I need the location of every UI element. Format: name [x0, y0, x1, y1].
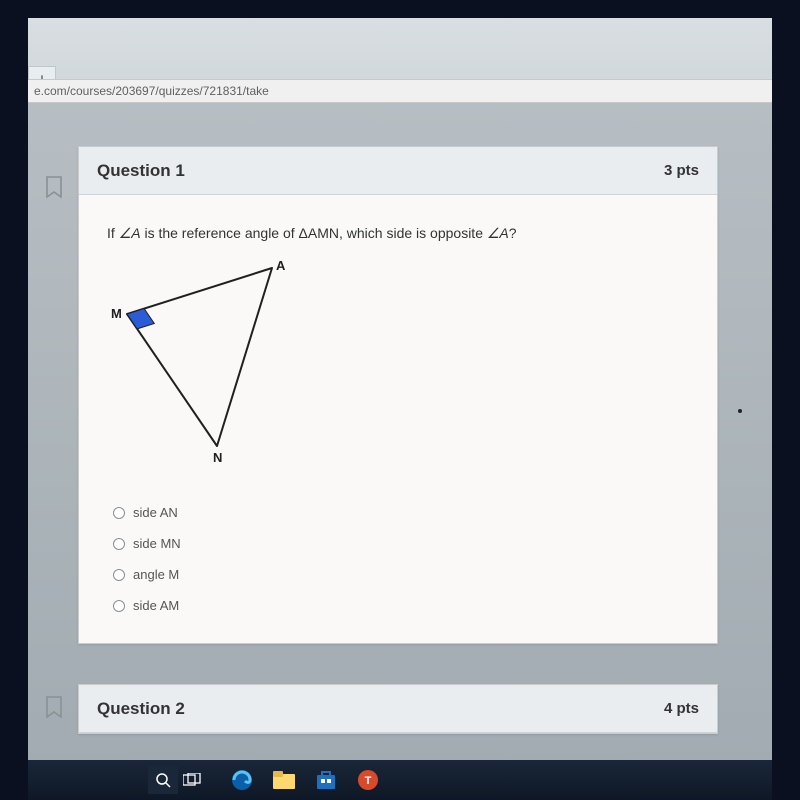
monitor-bezel: + e.com/courses/203697/quizzes/721831/ta…	[0, 0, 800, 800]
radio-icon[interactable]	[113, 507, 125, 519]
answer-option[interactable]: angle M	[113, 559, 689, 590]
url-bar[interactable]: e.com/courses/203697/quizzes/721831/take	[28, 79, 772, 103]
triangle-figure: A M N	[107, 256, 689, 471]
option-label: side MN	[133, 536, 181, 551]
question-card-1: Question 1 3 pts If ∠A is the reference …	[78, 146, 718, 644]
question-points: 4 pts	[664, 700, 699, 717]
radio-icon[interactable]	[113, 600, 125, 612]
svg-text:M: M	[111, 306, 122, 321]
edge-icon[interactable]	[228, 766, 256, 794]
question-title: Question 1	[97, 161, 185, 181]
answer-option[interactable]: side AM	[113, 590, 689, 621]
radio-icon[interactable]	[113, 538, 125, 550]
question-header: Question 1 3 pts	[79, 147, 717, 195]
app-icon[interactable]: T	[354, 766, 382, 794]
prompt-angle1: ∠A	[119, 225, 141, 241]
answer-option[interactable]: side AN	[113, 497, 689, 528]
option-label: angle M	[133, 567, 179, 582]
page-content: Question 1 3 pts If ∠A is the reference …	[28, 103, 772, 734]
search-icon[interactable]	[148, 766, 178, 794]
store-icon[interactable]	[312, 766, 340, 794]
question-body: If ∠A is the reference angle of ΔAMN, wh…	[79, 195, 717, 643]
triangle-svg: A M N	[107, 256, 307, 466]
screen-area: + e.com/courses/203697/quizzes/721831/ta…	[28, 18, 772, 800]
task-view-icon[interactable]	[178, 766, 206, 794]
question-prompt: If ∠A is the reference angle of ΔAMN, wh…	[107, 225, 689, 242]
answer-options: side AN side MN angle M side AM	[107, 497, 689, 621]
option-label: side AM	[133, 598, 179, 613]
bookmark-icon[interactable]	[44, 695, 64, 721]
prompt-text: ?	[509, 225, 517, 241]
svg-text:N: N	[213, 450, 222, 465]
radio-icon[interactable]	[113, 569, 125, 581]
option-label: side AN	[133, 505, 178, 520]
file-explorer-icon[interactable]	[270, 766, 298, 794]
svg-text:A: A	[276, 258, 286, 273]
windows-taskbar[interactable]: T	[28, 760, 772, 800]
prompt-text: is the reference angle of ΔAMN, which si…	[141, 225, 487, 241]
question-header: Question 2 4 pts	[79, 685, 717, 733]
decorative-dot	[738, 409, 742, 413]
question-card-2: Question 2 4 pts	[78, 684, 718, 734]
prompt-angle2: ∠A	[487, 225, 509, 241]
browser-chrome: + e.com/courses/203697/quizzes/721831/ta…	[28, 18, 772, 103]
prompt-text: If	[107, 225, 119, 241]
question-title: Question 2	[97, 699, 185, 719]
bookmark-icon[interactable]	[44, 175, 64, 201]
svg-text:T: T	[365, 775, 372, 787]
question-points: 3 pts	[664, 162, 699, 179]
answer-option[interactable]: side MN	[113, 528, 689, 559]
